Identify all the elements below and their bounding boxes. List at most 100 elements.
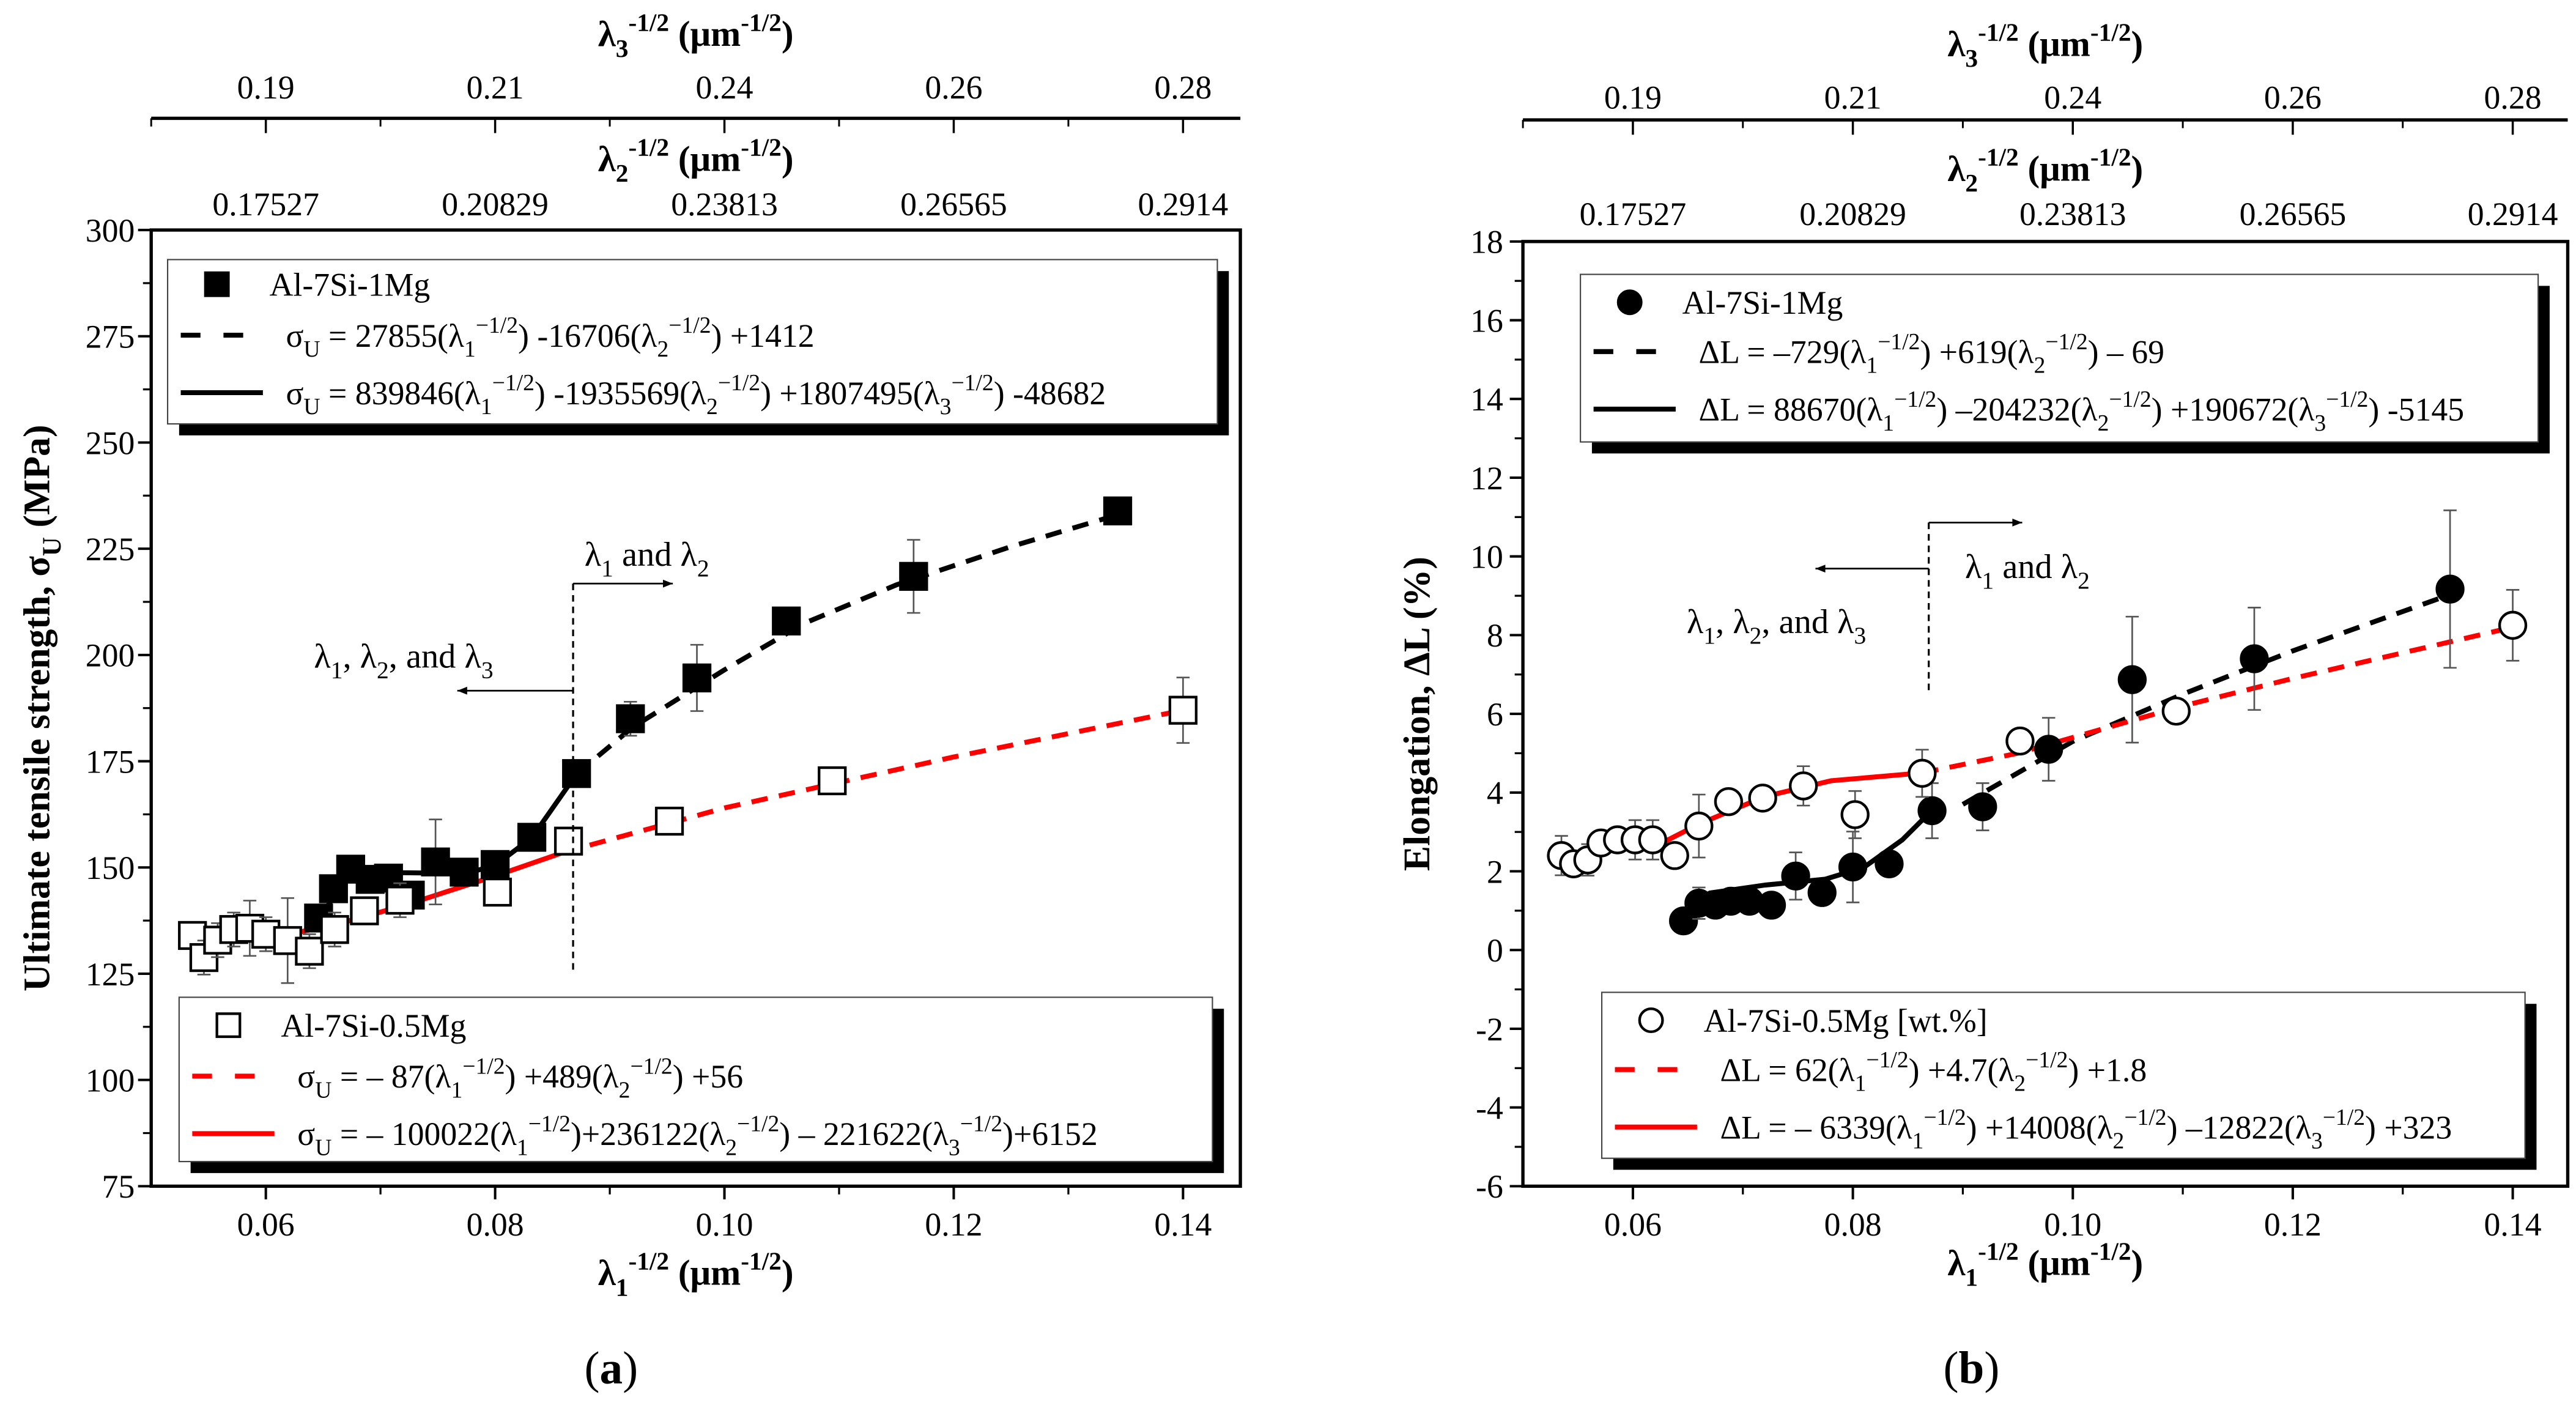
data-point-filled-square — [480, 850, 510, 880]
data-point-open-circle — [1908, 758, 1937, 788]
data-point-filled-square — [616, 704, 645, 733]
legend-marker-icon — [1638, 1007, 1664, 1034]
legend-bottom: Al-7Si-0.5Mg [wt.%]ΔL = 62(λ1−1/2) +4.7(… — [1601, 991, 2537, 1170]
text-span: ) –12822(λ — [2167, 1109, 2311, 1146]
data-point-open-circle — [2498, 610, 2528, 640]
y-tick-label: 250 — [86, 424, 135, 461]
text-span: ) -5145 — [2368, 391, 2464, 428]
data-point-open-circle — [2005, 726, 2035, 756]
text-span: ) +56 — [673, 1058, 743, 1095]
text-span: 1 — [451, 1077, 463, 1103]
text-span: 3 — [2314, 410, 2326, 436]
text-span: ) –204232(λ — [1936, 391, 2097, 428]
text-span: -1/2 — [1978, 1237, 2019, 1265]
legend-fit-equation: ΔL = –729(λ1−1/2) +619(λ2−1/2) – 69 — [1699, 329, 2164, 379]
text-span: 1 — [1912, 1128, 1924, 1154]
text-span: ) -16706(λ — [518, 317, 657, 354]
text-span: -1/2 — [741, 133, 782, 161]
text-span: (μm — [669, 1253, 741, 1293]
data-point-filled-square — [899, 561, 928, 591]
text-span: ) +4.7(λ — [1909, 1051, 2015, 1088]
text-span: -1/2 — [2090, 143, 2131, 171]
text-span: 2 — [616, 159, 629, 187]
text-span: −1/2 — [1894, 387, 1936, 412]
text-span: −1/2 — [1878, 329, 1920, 355]
data-point-open-circle — [1684, 811, 1714, 841]
text-span: , λ — [342, 638, 377, 676]
text-span: −1/2 — [462, 1054, 505, 1080]
text-span: 1 — [1882, 410, 1894, 436]
data-point-open-square — [654, 806, 684, 836]
text-span: 2 — [1750, 622, 1762, 649]
text-span: σ — [297, 1116, 315, 1152]
legend-fit-equation: ΔL = – 6339(λ1−1/2) +14008(λ2−1/2) –1282… — [1720, 1105, 2452, 1154]
data-point-filled-square — [682, 663, 712, 693]
legend-box — [1580, 273, 2539, 443]
text-span: λ — [598, 138, 616, 179]
lambda3-tick-label: 0.28 — [2484, 79, 2542, 116]
text-span: U — [315, 1077, 331, 1103]
text-span: , and λ — [1761, 603, 1854, 641]
y-tick-label: -2 — [1476, 1011, 1503, 1048]
text-span: ΔL = – 6339(λ — [1720, 1109, 1912, 1146]
text-span: 1 — [331, 657, 343, 684]
lambda3-tick-label: 0.19 — [237, 69, 295, 106]
legend-fit-equation: ΔL = 88670(λ1−1/2) –204232(λ2−1/2) +1906… — [1699, 387, 2465, 436]
lambda2-axis-title: λ2-1/2 (μm-1/2) — [1947, 143, 2143, 198]
text-span: −1/2 — [960, 1111, 1002, 1137]
text-span: = 839846(λ — [320, 375, 481, 412]
text-span: -1/2 — [628, 133, 669, 161]
lambda3-tick-label: 0.28 — [1154, 69, 1212, 106]
y-tick-label: 12 — [1470, 460, 1503, 497]
text-span: λ — [1687, 603, 1704, 641]
legend-series-name: Al-7Si-1Mg — [270, 267, 431, 303]
legend-series-name: Al-7Si-1Mg — [1682, 284, 1843, 321]
text-span: 2 — [697, 555, 709, 582]
legend-box — [166, 259, 1218, 425]
lambda3-tick-label: 0.21 — [1824, 79, 1882, 116]
text-span: 1 — [1703, 622, 1715, 649]
text-span: ) +14008(λ — [1966, 1109, 2113, 1146]
text-span: 2 — [2098, 410, 2109, 436]
text-span: 3 — [940, 394, 952, 420]
regime-annotation: λ1, λ2, and λ3 — [1687, 603, 1866, 649]
y-tick-label: 125 — [86, 956, 135, 993]
text-span: )+6152 — [1002, 1116, 1098, 1152]
y-tick-label: -4 — [1476, 1089, 1503, 1126]
y-axis-title: Ultimate tensile strength, σU (MPa) — [17, 424, 67, 991]
data-point-filled-circle — [2240, 644, 2269, 673]
text-span: 3 — [2311, 1128, 2323, 1154]
text-span: , λ — [1715, 603, 1750, 641]
x-tick-label: 0.08 — [467, 1206, 524, 1243]
text-span: −1/2 — [1923, 1105, 1966, 1130]
text-span: −1/2 — [2124, 1105, 2166, 1130]
text-span: λ — [598, 1253, 616, 1293]
text-span: 2 — [2113, 1128, 2125, 1154]
text-span: ) — [782, 138, 794, 179]
lambda3-axis-title: λ3-1/2 (μm-1/2) — [1947, 18, 2143, 73]
text-span: ) +323 — [2365, 1109, 2452, 1146]
text-span: ) +489(λ — [505, 1058, 619, 1095]
y-tick-label: 6 — [1487, 696, 1503, 733]
text-span: −1/2 — [2326, 387, 2368, 412]
text-span: −1/2 — [951, 370, 993, 396]
text-span: 2 — [2034, 353, 2046, 379]
y-tick-label: 10 — [1470, 539, 1503, 576]
text-span: (μm — [669, 138, 741, 179]
regime-annotation: λ1 and λ2 — [585, 536, 709, 582]
text-span: ) — [2131, 23, 2144, 64]
text-span: −1/2 — [2045, 329, 2087, 355]
regime-annotation: λ1 and λ2 — [1965, 548, 2090, 594]
text-span: ) +190672(λ — [2152, 391, 2315, 428]
legend-box — [178, 996, 1213, 1163]
legend-fit-equation: ΔL = 62(λ1−1/2) +4.7(λ2−1/2) +1.8 — [1720, 1047, 2147, 1097]
text-span: 1 — [517, 1135, 528, 1160]
text-span: ) +1807495(λ — [760, 375, 940, 412]
text-span: λ — [314, 638, 331, 676]
text-span: -1/2 — [741, 1247, 782, 1275]
text-span: (μm — [669, 13, 741, 54]
text-span: λ — [1965, 548, 1982, 586]
